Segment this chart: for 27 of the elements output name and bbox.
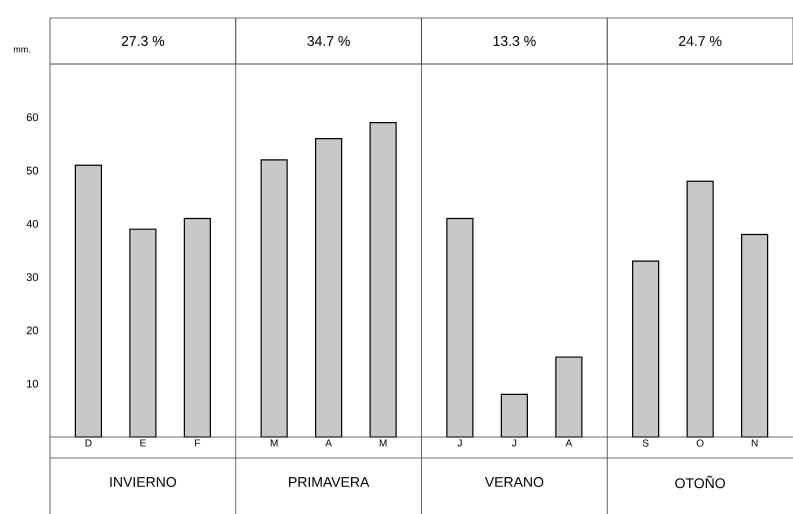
y-tick-label: 30 xyxy=(26,273,38,282)
x-tick-label: N xyxy=(752,440,758,446)
text: VERANO xyxy=(484,477,544,487)
text: 13.3 % xyxy=(494,36,536,46)
x-tick-label: M xyxy=(380,440,386,446)
y-tick-label: 10 xyxy=(27,380,38,388)
y-tick-label: 40 xyxy=(26,220,38,228)
x-tick-label: F xyxy=(195,440,200,446)
text: 24.7 % xyxy=(679,36,722,46)
x-tick-label: M xyxy=(270,440,278,446)
y-axis-title: mm. xyxy=(14,48,30,52)
y-tick-label: 50 xyxy=(26,166,38,174)
text: PRIMAVERA xyxy=(289,477,370,487)
x-tick-label: A xyxy=(566,440,572,446)
x-tick-label: E xyxy=(140,440,146,446)
y-tick-label: 60 xyxy=(26,113,38,122)
x-tick-label: O xyxy=(696,440,704,447)
x-tick-label: J xyxy=(512,440,516,446)
text: INVIERNO xyxy=(110,477,176,487)
x-tick-label: S xyxy=(642,440,649,447)
y-tick-label: 20 xyxy=(26,326,38,334)
text: 34.7 % xyxy=(307,36,350,46)
x-tick-label: A xyxy=(325,440,332,446)
text: 27.3 % xyxy=(122,36,164,46)
x-tick-label: D xyxy=(86,440,92,446)
x-tick-label: J xyxy=(458,440,462,446)
text: OTOÑO xyxy=(675,476,725,488)
